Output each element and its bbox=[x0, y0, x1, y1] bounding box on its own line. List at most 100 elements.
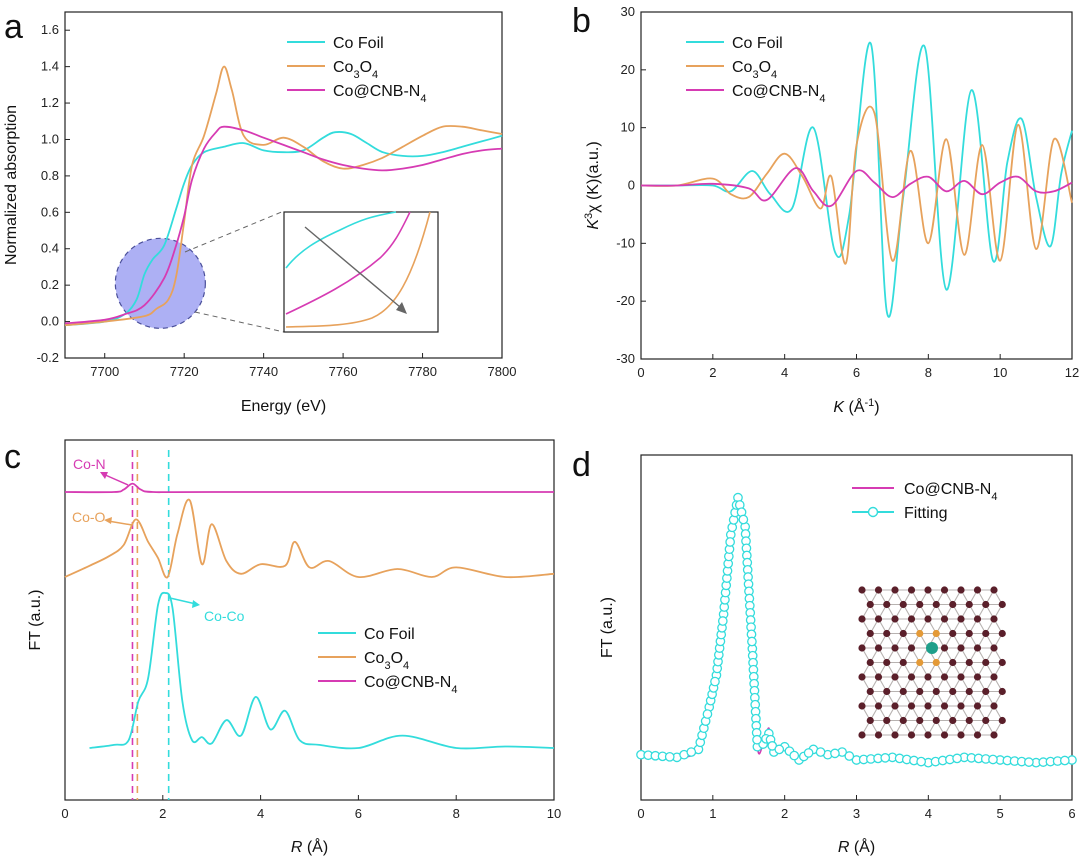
carbon-atom bbox=[916, 687, 924, 696]
carbon-atom bbox=[932, 716, 940, 725]
carbon-atom bbox=[858, 702, 866, 710]
carbon-atom bbox=[899, 716, 907, 725]
fit-marker bbox=[664, 751, 675, 762]
carbon-atom bbox=[973, 586, 982, 594]
carbon-atom bbox=[965, 716, 973, 725]
carbon-atom bbox=[883, 687, 891, 696]
carbon-atom bbox=[949, 716, 957, 725]
carbon-atom bbox=[899, 658, 907, 667]
carbon-atom bbox=[998, 629, 1006, 638]
carbon-atom bbox=[924, 615, 932, 623]
carbon-atom bbox=[998, 716, 1006, 725]
x-axis-label: R (Å) bbox=[291, 837, 328, 856]
carbon-atom bbox=[998, 658, 1006, 667]
legend-label: Co Foil bbox=[364, 626, 415, 643]
carbon-atom bbox=[907, 615, 916, 623]
legend-label-part: 4 bbox=[451, 684, 457, 696]
series-line-0 bbox=[64, 131, 503, 327]
carbon-atom bbox=[858, 615, 866, 623]
legend-label: Co@CNB-N4 bbox=[732, 83, 825, 105]
carbon-atom bbox=[866, 600, 874, 609]
nitrogen-atom bbox=[932, 629, 940, 638]
fit-marker bbox=[752, 734, 762, 745]
structure-inset bbox=[858, 586, 1006, 739]
carbon-atom bbox=[899, 600, 907, 609]
carbon-atom bbox=[998, 687, 1006, 696]
carbon-atom bbox=[949, 600, 957, 609]
carbon-atom bbox=[940, 615, 949, 623]
y-tick-label: 1.6 bbox=[41, 22, 59, 37]
x-tick-label: 10 bbox=[993, 365, 1007, 380]
x-tick-label: 0 bbox=[61, 806, 68, 821]
fit-marker bbox=[815, 747, 826, 757]
inset-line-co3o4 bbox=[285, 211, 431, 328]
carbon-atom bbox=[916, 716, 924, 725]
x-tick-label: 4 bbox=[925, 806, 932, 821]
fit-marker bbox=[880, 753, 891, 763]
series-line-2 bbox=[64, 125, 503, 325]
carbon-atom bbox=[924, 673, 932, 681]
legend-label-part: Co Foil bbox=[732, 35, 783, 52]
plot-frame bbox=[640, 454, 1073, 801]
carbon-atom bbox=[965, 687, 973, 696]
carbon-atom bbox=[891, 702, 899, 710]
y-axis-label-part: K bbox=[585, 218, 602, 230]
legend-label-part: 4 bbox=[991, 491, 997, 503]
carbon-atom bbox=[957, 702, 965, 710]
fit-marker bbox=[952, 753, 962, 764]
x-tick-label: 4 bbox=[781, 365, 788, 380]
legend-label: Co3O4 bbox=[364, 650, 409, 672]
carbon-atom bbox=[965, 629, 973, 638]
inset-connector bbox=[184, 210, 285, 253]
annotation-arrowhead bbox=[192, 600, 200, 608]
legend-label-part: 3 bbox=[353, 69, 359, 81]
legend-label-part: 4 bbox=[403, 660, 409, 672]
carbon-atom bbox=[973, 702, 982, 710]
legend-label-part: O bbox=[759, 59, 771, 76]
carbon-atom bbox=[973, 615, 982, 623]
carbon-atom bbox=[883, 658, 891, 667]
carbon-atom bbox=[858, 586, 866, 594]
y-axis-label: FT (a.u.) bbox=[599, 597, 616, 658]
carbon-atom bbox=[907, 702, 916, 710]
plot-frame bbox=[64, 11, 503, 359]
carbon-atom bbox=[874, 673, 883, 681]
legend-label-part: O bbox=[391, 650, 403, 667]
x-tick-label: 3 bbox=[853, 806, 860, 821]
carbon-atom bbox=[899, 629, 907, 638]
fit-marker bbox=[725, 537, 735, 547]
carbon-atom bbox=[949, 687, 957, 696]
carbon-atom bbox=[949, 658, 957, 667]
x-tick-label: 2 bbox=[781, 806, 788, 821]
x-axis-label-part: R bbox=[838, 839, 850, 856]
x-tick-label: 6 bbox=[355, 806, 362, 821]
legend-label-part: 3 bbox=[384, 660, 390, 672]
series-line-1 bbox=[640, 105, 1073, 265]
carbon-atom bbox=[990, 644, 998, 652]
legend-label-part: 4 bbox=[420, 93, 426, 105]
legend-label: Co@CNB-N4 bbox=[333, 83, 426, 105]
series-line-2 bbox=[64, 482, 554, 494]
legend-label-part: 4 bbox=[771, 69, 777, 81]
x-tick-label: 0 bbox=[637, 806, 644, 821]
legend-label: Co3O4 bbox=[732, 59, 777, 81]
fit-marker bbox=[830, 748, 840, 759]
x-tick-label: 4 bbox=[257, 806, 264, 821]
y-tick-label: 0.2 bbox=[41, 277, 59, 292]
legend-marker bbox=[867, 506, 879, 518]
fit-marker bbox=[1024, 757, 1034, 767]
y-tick-label: -20 bbox=[616, 293, 635, 308]
legend-label-part: 4 bbox=[819, 93, 825, 105]
legend-label: Co Foil bbox=[732, 35, 783, 52]
inset-line-cocnb bbox=[285, 211, 411, 315]
x-tick-label: 5 bbox=[997, 806, 1004, 821]
legend-label-part: Co@CNB-N bbox=[904, 481, 991, 498]
x-axis-label-part: -1 bbox=[865, 397, 875, 409]
carbon-atom bbox=[883, 716, 891, 725]
carbon-atom bbox=[907, 731, 916, 739]
fit-marker bbox=[774, 744, 785, 755]
legend-label-part: Co Foil bbox=[364, 626, 415, 643]
y-tick-label: 0.4 bbox=[41, 241, 59, 256]
x-tick-label: 7760 bbox=[329, 364, 358, 379]
x-tick-label: 6 bbox=[1068, 806, 1075, 821]
